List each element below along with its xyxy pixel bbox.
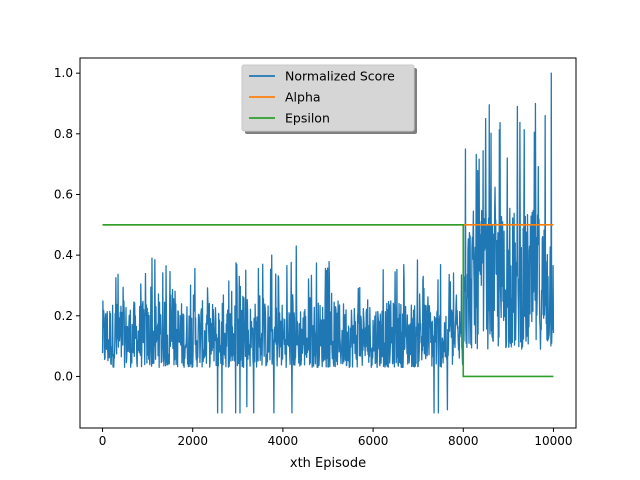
legend-label: Alpha xyxy=(285,90,321,105)
x-tick-label: 10000 xyxy=(534,434,572,448)
legend-box xyxy=(241,64,415,132)
legend: Normalized Score Alpha Epsilon xyxy=(241,64,417,134)
legend-label: Epsilon xyxy=(285,111,330,126)
y-tick-label: 0.6 xyxy=(54,187,73,201)
y-axis: 0.0 0.2 0.4 0.6 0.8 1.0 xyxy=(54,66,80,383)
x-tick-label: 8000 xyxy=(448,434,479,448)
x-tick-label: 4000 xyxy=(268,434,299,448)
y-tick-label: 1.0 xyxy=(54,66,73,80)
series-layer xyxy=(101,72,555,414)
x-axis-label: xth Episode xyxy=(290,456,366,471)
x-tick-label: 0 xyxy=(99,434,107,448)
x-axis: 0 2000 4000 6000 8000 10000 xyxy=(99,428,573,448)
legend-label: Normalized Score xyxy=(285,69,395,84)
series-line-normalized-score xyxy=(101,72,555,414)
series-line-epsilon xyxy=(102,224,554,378)
y-tick-label: 0.2 xyxy=(54,309,73,323)
x-tick-label: 2000 xyxy=(177,434,208,448)
y-tick-label: 0.0 xyxy=(54,369,73,383)
y-tick-label: 0.4 xyxy=(54,248,73,262)
y-tick-label: 0.8 xyxy=(54,127,73,141)
plot-frame xyxy=(79,57,577,429)
x-tick-label: 6000 xyxy=(358,434,389,448)
